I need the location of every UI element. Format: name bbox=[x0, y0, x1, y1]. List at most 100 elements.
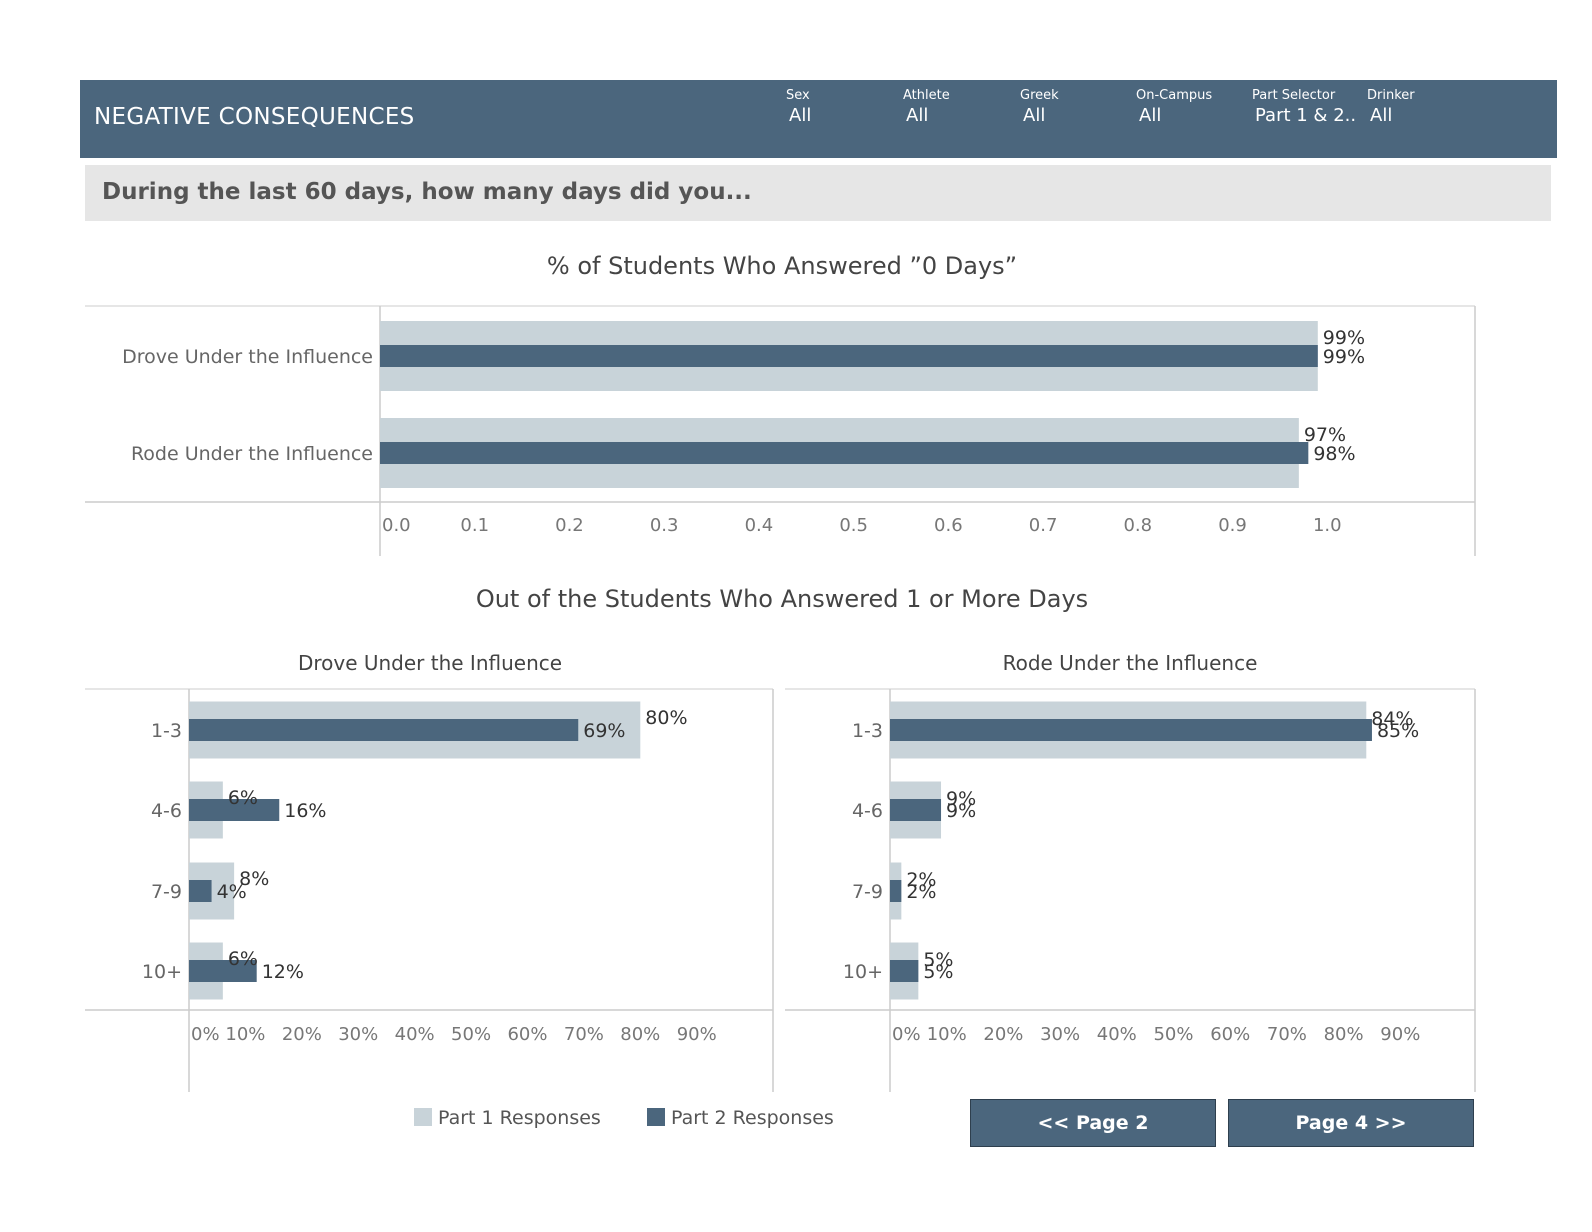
x-tick-label: 0.8 bbox=[1123, 515, 1152, 536]
bar-part2 bbox=[890, 880, 902, 902]
data-label-part1: 2% bbox=[906, 869, 936, 891]
filter-label: Sex bbox=[786, 88, 810, 103]
bar-part2 bbox=[890, 719, 1372, 741]
bar-part2 bbox=[189, 960, 257, 982]
category-label: Drove Under the Influence bbox=[122, 346, 373, 368]
x-tick-label: 50% bbox=[451, 1024, 491, 1045]
x-tick-label: 0.9 bbox=[1218, 515, 1247, 536]
x-tick-label: 40% bbox=[1097, 1024, 1137, 1045]
x-tick-label: 80% bbox=[1324, 1024, 1364, 1045]
bar-part2 bbox=[189, 799, 280, 821]
x-tick-label: 0.7 bbox=[1029, 515, 1058, 536]
data-label-part1: 84% bbox=[1371, 708, 1413, 730]
x-tick-label: 50% bbox=[1153, 1024, 1193, 1045]
category-label: 10+ bbox=[142, 961, 182, 983]
x-tick-label: 90% bbox=[1380, 1024, 1420, 1045]
category-label: 10+ bbox=[843, 961, 883, 983]
filter-greek[interactable]: Greek All bbox=[1020, 88, 1059, 126]
data-label-part2: 99% bbox=[1323, 346, 1365, 368]
filter-label: Drinker bbox=[1367, 88, 1415, 103]
filter-sex[interactable]: Sex All bbox=[786, 88, 811, 126]
category-label: Rode Under the Influence bbox=[131, 443, 373, 465]
legend-swatch-part2 bbox=[647, 1108, 665, 1126]
data-label-part1: 5% bbox=[923, 949, 953, 971]
question-banner: During the last 60 days, how many days d… bbox=[85, 165, 1551, 221]
category-label: 1-3 bbox=[151, 720, 182, 742]
zero-days-chart: % of Students Who Answered ”0 Days” 0.0 0.… bbox=[85, 252, 1476, 556]
legend-label-part2: Part 2 Responses bbox=[671, 1107, 834, 1129]
data-label-part1: 6% bbox=[228, 948, 258, 970]
data-label-part1: 99% bbox=[1323, 327, 1365, 349]
data-label-part2: 2% bbox=[906, 881, 936, 903]
filter-label: On-Campus bbox=[1136, 88, 1213, 103]
filter-on-campus[interactable]: On-Campus All bbox=[1136, 88, 1212, 126]
data-label-part2: 16% bbox=[284, 800, 326, 822]
section-title: Out of the Students Who Answered 1 or Mo… bbox=[476, 585, 1088, 613]
legend-label-part1: Part 1 Responses bbox=[438, 1107, 601, 1129]
x-tick-label: 80% bbox=[620, 1024, 660, 1045]
bar-part2 bbox=[189, 719, 579, 741]
filter-value[interactable]: All bbox=[1023, 105, 1046, 126]
data-label-part1: 97% bbox=[1304, 424, 1346, 446]
filter-value[interactable]: Part 1 & 2.. bbox=[1255, 105, 1357, 126]
legend-swatch-part1 bbox=[414, 1108, 432, 1126]
x-tick-label: 20% bbox=[983, 1024, 1023, 1045]
chart-title: % of Students Who Answered ”0 Days” bbox=[547, 252, 1017, 280]
x-tick-label: 0.6 bbox=[934, 515, 963, 536]
prev-page-button[interactable]: << Page 2 bbox=[970, 1099, 1216, 1147]
bar-part2 bbox=[380, 442, 1309, 464]
filter-label: Greek bbox=[1020, 88, 1059, 103]
data-label-part2: 12% bbox=[262, 961, 304, 983]
chart-title: Rode Under the Influence bbox=[1003, 651, 1258, 675]
x-tick-label: 10% bbox=[927, 1024, 967, 1045]
dashboard-header: NEGATIVE CONSEQUENCES Sex All Athlete Al… bbox=[80, 80, 1557, 158]
x-tick-label: 40% bbox=[395, 1024, 435, 1045]
x-tick-label: 70% bbox=[564, 1024, 604, 1045]
x-tick-label: 0.0 bbox=[382, 515, 411, 536]
x-tick-label: 70% bbox=[1267, 1024, 1307, 1045]
x-tick-label: 20% bbox=[282, 1024, 322, 1045]
filter-value[interactable]: All bbox=[1139, 105, 1162, 126]
x-tick-label: 0.3 bbox=[650, 515, 679, 536]
data-label-part1: 80% bbox=[645, 707, 687, 729]
data-label-part2: 4% bbox=[217, 881, 247, 903]
data-label-part1: 6% bbox=[228, 787, 258, 809]
category-label: 7-9 bbox=[151, 881, 182, 903]
x-tick-label: 0.4 bbox=[745, 515, 774, 536]
x-tick-label: 60% bbox=[507, 1024, 547, 1045]
bar-part2 bbox=[890, 799, 942, 821]
filter-label: Athlete bbox=[903, 88, 950, 103]
filter-value[interactable]: All bbox=[1370, 105, 1393, 126]
x-tick-label: 90% bbox=[677, 1024, 717, 1045]
x-tick-label: 0.2 bbox=[555, 515, 584, 536]
data-label-part2: 9% bbox=[946, 800, 976, 822]
data-label-part2: 85% bbox=[1377, 720, 1419, 742]
bar-part2 bbox=[189, 880, 212, 902]
bar-part2 bbox=[380, 345, 1318, 367]
filter-part-selector[interactable]: Part Selector Part 1 & 2.. bbox=[1252, 88, 1356, 126]
x-tick-label: 0% bbox=[191, 1024, 220, 1045]
category-label: 7-9 bbox=[852, 881, 883, 903]
bar-part2 bbox=[890, 960, 919, 982]
x-tick-label: 1.0 bbox=[1313, 515, 1342, 536]
x-tick-label: 0% bbox=[892, 1024, 921, 1045]
filter-athlete[interactable]: Athlete All bbox=[903, 88, 950, 126]
data-label-part2: 69% bbox=[583, 720, 625, 742]
x-tick-label: 30% bbox=[338, 1024, 378, 1045]
category-label: 4-6 bbox=[151, 800, 182, 822]
x-tick-label: 10% bbox=[225, 1024, 265, 1045]
filter-label: Part Selector bbox=[1252, 88, 1336, 103]
legend: Part 1 Responses Part 2 Responses bbox=[414, 1107, 834, 1129]
next-page-button[interactable]: Page 4 >> bbox=[1228, 1099, 1474, 1147]
filter-value[interactable]: All bbox=[906, 105, 929, 126]
data-label-part2: 5% bbox=[923, 961, 953, 983]
page-title: NEGATIVE CONSEQUENCES bbox=[94, 104, 415, 130]
category-label: 4-6 bbox=[852, 800, 883, 822]
x-tick-label: 0.5 bbox=[839, 515, 868, 536]
x-tick-label: 0.1 bbox=[460, 515, 489, 536]
x-tick-label: 30% bbox=[1040, 1024, 1080, 1045]
filter-value[interactable]: All bbox=[789, 105, 812, 126]
filter-drinker[interactable]: Drinker All bbox=[1367, 88, 1415, 126]
question-text: During the last 60 days, how many days d… bbox=[102, 179, 752, 205]
